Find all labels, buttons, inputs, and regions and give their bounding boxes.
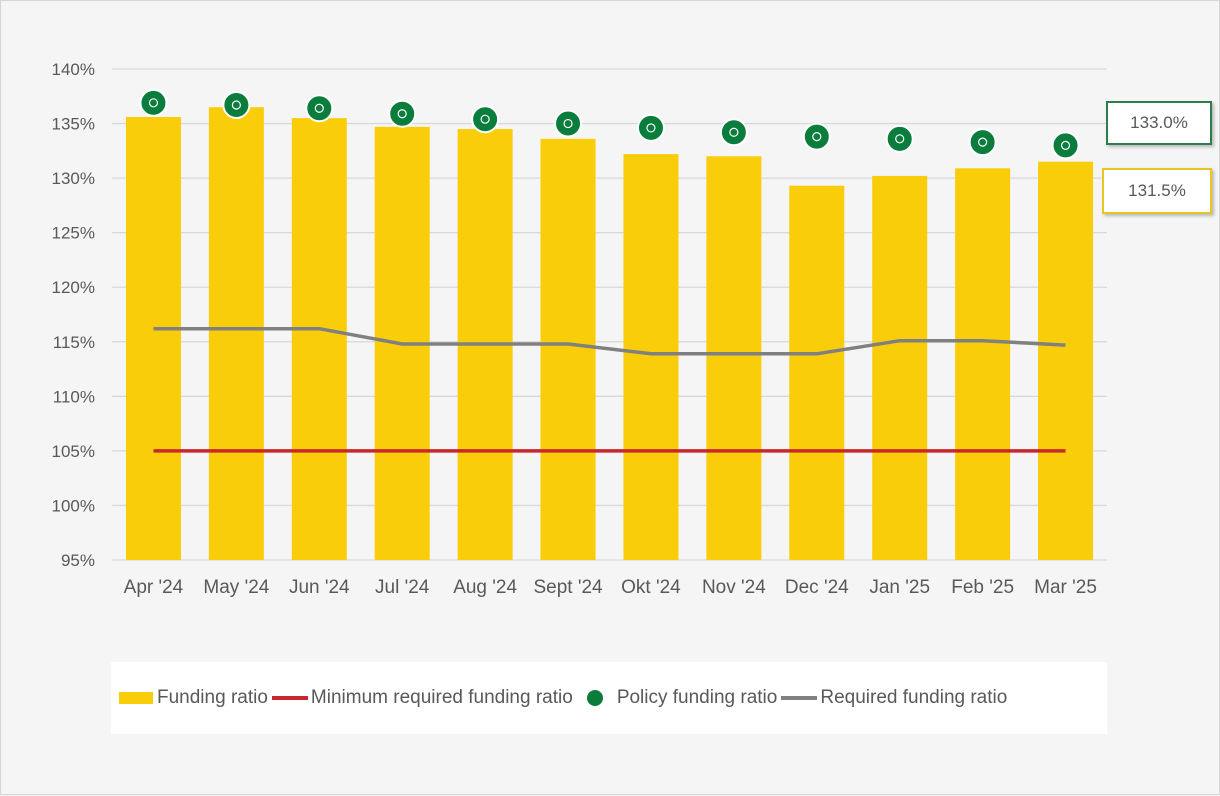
point-marker-inner [812,132,822,142]
point-marker-inner [895,134,905,144]
x-tick-label: Nov '24 [702,577,766,598]
bar-nov-24 [706,156,762,561]
point-mar-25 [1051,131,1080,160]
bar-okt-24 [623,154,679,560]
legend-swatch-policy-ratio [586,690,603,706]
bar-dec-24 [789,185,845,560]
point-jul-24 [388,99,417,128]
bar-jun-24 [291,118,347,560]
y-tick-label: 125% [52,224,95,243]
legend-item-funding-ratio: Funding ratio [111,687,268,709]
bar-may-24 [208,107,264,560]
x-tick-label: Sept '24 [533,577,603,598]
x-tick-label: Dec '24 [785,577,849,598]
point-feb-25 [968,128,997,157]
bar-sept-24 [540,138,596,560]
chart-legend: Funding ratio Minimum required funding r… [111,662,1107,734]
point-marker-inner [397,109,407,119]
point-aug-24 [471,105,500,134]
legend-swatch-required-ratio [781,696,818,700]
point-marker-inner [729,127,739,137]
legend-swatch-funding-ratio [119,692,153,704]
x-tick-label: Mar '25 [1034,577,1097,598]
legend-swatch-minimum-required [271,696,308,700]
funding-ratio-callout: 131.5% [1102,168,1212,214]
point-marker-inner [148,98,159,108]
point-sept-24 [554,109,583,138]
y-tick-label: 135% [52,115,95,134]
point-marker-inner [231,100,241,110]
point-okt-24 [636,113,665,142]
point-marker-inner [978,137,988,147]
legend-label-policy-ratio: Policy funding ratio [616,687,778,708]
point-marker-inner [480,114,490,124]
bar-apr-24 [125,117,181,561]
x-tick-label: Feb '25 [951,577,1014,598]
y-tick-label: 110% [53,387,95,406]
x-tick-label: May '24 [203,577,269,598]
x-tick-label: Aug '24 [453,577,517,598]
legend-label-minimum-required: Minimum required funding ratio [310,687,573,708]
point-dec-24 [802,122,831,151]
point-apr-24 [139,88,168,117]
legend-item-minimum-required: Minimum required funding ratio [268,687,573,709]
point-marker-inner [563,118,573,129]
legend-item-required-ratio: Required funding ratio [777,687,1007,709]
point-jun-24 [305,94,334,123]
y-tick-label: 100% [52,496,95,515]
legend-item-policy-ratio: Policy funding ratio [573,687,778,709]
x-tick-label: Apr '24 [124,577,184,598]
point-nov-24 [719,118,748,147]
x-tick-label: Jan '25 [869,577,930,598]
point-jan-25 [885,124,914,153]
y-tick-label: 130% [52,169,95,188]
y-tick-label: 115% [53,333,95,352]
x-tick-label: Okt '24 [621,577,681,598]
y-tick-label: 120% [52,278,95,297]
point-marker-inner [646,123,656,133]
x-tick-label: Jun '24 [289,577,350,598]
policy-ratio-callout: 133.0% [1106,101,1212,145]
point-marker-inner [314,103,324,113]
legend-label-funding-ratio: Funding ratio [157,687,268,708]
y-tick-label: 140% [52,60,95,79]
bar-feb-25 [955,168,1011,560]
line-required-funding-ratio [153,326,1066,356]
point-marker-inner [1060,140,1071,150]
point-may-24 [222,91,251,120]
x-tick-label: Jul '24 [375,577,430,598]
bar-mar-25 [1038,161,1094,560]
bar-jan-25 [872,175,928,560]
y-tick-label: 105% [52,442,95,461]
legend-label-required-ratio: Required funding ratio [820,687,1008,708]
y-tick-label: 95% [61,551,95,570]
